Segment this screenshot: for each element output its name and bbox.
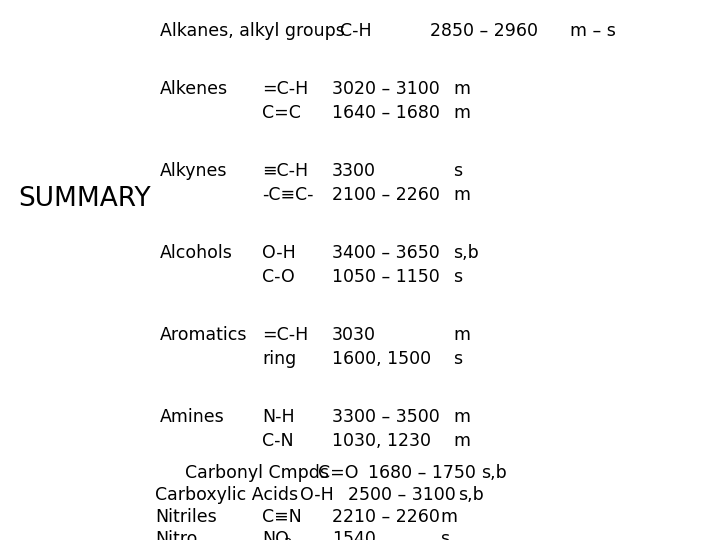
Text: s: s [453,268,462,286]
Text: =C-H: =C-H [262,80,308,98]
Text: 2500 – 3100: 2500 – 3100 [348,486,456,504]
Text: 3300: 3300 [332,162,376,180]
Text: s,b: s,b [481,464,507,482]
Text: 1640 – 1680: 1640 – 1680 [332,104,440,122]
Text: 2850 – 2960: 2850 – 2960 [430,22,538,40]
Text: m: m [453,408,470,426]
Text: Carboxylic Acids: Carboxylic Acids [155,486,298,504]
Text: Alcohols: Alcohols [160,244,233,262]
Text: 3300 – 3500: 3300 – 3500 [332,408,440,426]
Text: m: m [453,432,470,450]
Text: 3030: 3030 [332,326,376,344]
Text: 2100 – 2260: 2100 – 2260 [332,186,440,204]
Text: 1540: 1540 [332,530,376,540]
Text: s: s [440,530,449,540]
Text: =C-H: =C-H [262,326,308,344]
Text: m: m [453,104,470,122]
Text: Nitro: Nitro [155,530,197,540]
Text: Alkynes: Alkynes [160,162,228,180]
Text: C≡N: C≡N [262,508,302,526]
Text: O-H: O-H [300,486,334,504]
Text: 1050 – 1150: 1050 – 1150 [332,268,440,286]
Text: -C≡C-: -C≡C- [262,186,313,204]
Text: N-H: N-H [262,408,294,426]
Text: 2210 – 2260: 2210 – 2260 [332,508,440,526]
Text: ≡C-H: ≡C-H [262,162,308,180]
Text: C-O: C-O [262,268,294,286]
Text: Alkanes, alkyl groups: Alkanes, alkyl groups [160,22,345,40]
Text: m: m [453,186,470,204]
Text: SUMMARY: SUMMARY [18,186,150,212]
Text: C=C: C=C [262,104,301,122]
Text: Nitriles: Nitriles [155,508,217,526]
Text: s,b: s,b [458,486,484,504]
Text: s: s [453,162,462,180]
Text: m: m [440,508,457,526]
Text: 1680 – 1750: 1680 – 1750 [368,464,476,482]
Text: m: m [453,326,470,344]
Text: C-H: C-H [340,22,372,40]
Text: NO: NO [262,530,289,540]
Text: 1030, 1230: 1030, 1230 [332,432,431,450]
Text: 3400 – 3650: 3400 – 3650 [332,244,440,262]
Text: ring: ring [262,350,296,368]
Text: s: s [453,350,462,368]
Text: Alkenes: Alkenes [160,80,228,98]
Text: Carbonyl Cmpds: Carbonyl Cmpds [185,464,329,482]
Text: 3020 – 3100: 3020 – 3100 [332,80,440,98]
Text: O-H: O-H [262,244,296,262]
Text: Amines: Amines [160,408,225,426]
Text: Aromatics: Aromatics [160,326,248,344]
Text: m: m [453,80,470,98]
Text: C=O: C=O [318,464,359,482]
Text: C-N: C-N [262,432,294,450]
Text: s,b: s,b [453,244,479,262]
Text: 2: 2 [284,537,292,540]
Text: 1600, 1500: 1600, 1500 [332,350,431,368]
Text: m – s: m – s [570,22,616,40]
